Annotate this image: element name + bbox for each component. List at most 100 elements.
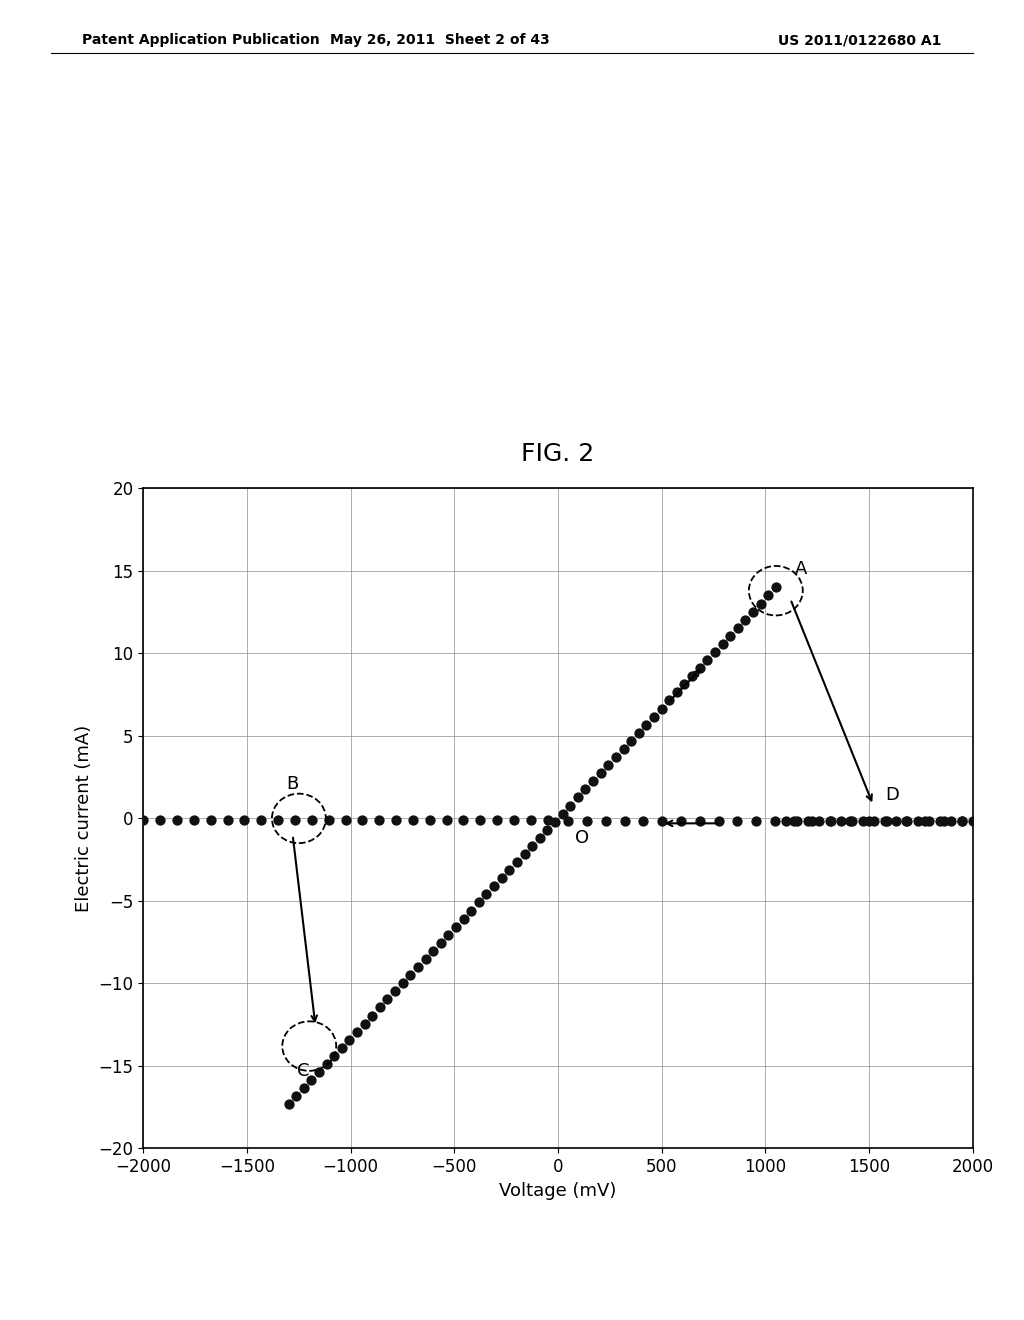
Point [800, 810, 816, 832]
Point [296, 1077, 312, 1098]
Point [169, 809, 185, 830]
Point [653, 698, 670, 719]
Point [778, 810, 795, 832]
Point [506, 809, 522, 830]
Point [631, 722, 647, 743]
Point [623, 730, 639, 751]
Point [456, 908, 472, 929]
Point [711, 810, 727, 832]
Point [501, 859, 517, 880]
Point [569, 787, 586, 808]
Point [509, 851, 525, 873]
Point [737, 609, 754, 630]
Point [722, 626, 738, 647]
Point [440, 924, 457, 945]
Point [600, 755, 616, 776]
Text: Patent Application Publication: Patent Application Publication [82, 33, 319, 48]
Point [531, 828, 548, 849]
Point [715, 634, 731, 655]
Point [253, 809, 269, 830]
Point [554, 803, 570, 824]
Text: US 2011/0122680 A1: US 2011/0122680 A1 [778, 33, 942, 48]
Point [833, 810, 849, 832]
Point [669, 682, 685, 704]
Point [438, 809, 455, 830]
Point [842, 810, 858, 832]
Point [921, 810, 937, 832]
Point [387, 981, 403, 1002]
Text: O: O [574, 829, 589, 847]
Point [598, 810, 614, 832]
Text: May 26, 2011  Sheet 2 of 43: May 26, 2011 Sheet 2 of 43 [331, 33, 550, 48]
Point [676, 673, 692, 694]
Point [855, 810, 871, 832]
Point [540, 820, 556, 841]
Point [321, 809, 337, 830]
Point [394, 973, 411, 994]
Text: A: A [795, 560, 807, 578]
Point [379, 989, 395, 1010]
Point [691, 810, 708, 832]
Point [135, 809, 152, 830]
Point [823, 810, 840, 832]
Point [365, 1005, 381, 1026]
Point [953, 810, 970, 832]
X-axis label: Voltage (mV): Voltage (mV) [500, 1181, 616, 1200]
Point [654, 810, 671, 832]
Point [304, 809, 321, 830]
Point [303, 1069, 319, 1090]
Point [486, 875, 503, 896]
Point [578, 779, 594, 800]
Point [560, 810, 577, 832]
Point [768, 577, 784, 598]
Point [281, 1094, 297, 1115]
Point [936, 810, 952, 832]
Point [326, 1045, 342, 1067]
Point [579, 810, 595, 832]
Point [593, 763, 609, 784]
Point [372, 997, 388, 1018]
Point [607, 747, 624, 768]
Point [310, 1061, 327, 1082]
Point [866, 810, 883, 832]
Point [516, 843, 532, 865]
Point [410, 957, 426, 978]
Point [341, 1030, 357, 1051]
Point [388, 809, 404, 830]
Point [729, 810, 745, 832]
Point [909, 810, 926, 832]
Point [494, 867, 510, 888]
Point [185, 809, 202, 830]
Point [337, 809, 353, 830]
Point [349, 1022, 366, 1043]
Point [418, 949, 434, 970]
Point [811, 810, 827, 832]
Point [432, 932, 449, 953]
Point [270, 809, 287, 830]
Point [760, 585, 776, 606]
Point [447, 916, 464, 937]
Point [540, 809, 556, 830]
Text: D: D [886, 787, 899, 804]
Point [562, 795, 579, 816]
Point [965, 810, 981, 832]
Point [684, 665, 700, 686]
Point [880, 810, 896, 832]
Point [822, 810, 839, 832]
Point [402, 965, 419, 986]
Point [354, 809, 371, 830]
Point [729, 618, 745, 639]
Point [646, 706, 663, 727]
Point [691, 657, 708, 678]
Point [744, 601, 761, 622]
Point [899, 810, 915, 832]
Point [463, 900, 479, 921]
Point [318, 1053, 335, 1074]
Point [788, 810, 805, 832]
Point [707, 642, 723, 663]
Point [898, 810, 914, 832]
Point [585, 771, 601, 792]
Point [767, 810, 783, 832]
Title: FIG. 2: FIG. 2 [521, 442, 595, 466]
Point [844, 810, 860, 832]
